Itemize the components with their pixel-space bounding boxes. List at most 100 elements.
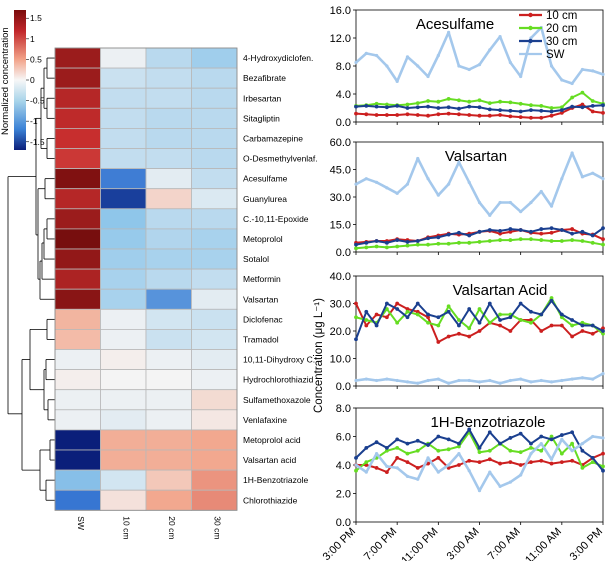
- heatmap-row-label: Venlafaxine: [243, 415, 287, 425]
- data-point: [539, 442, 543, 446]
- data-point: [446, 334, 451, 339]
- heatmap-cell: [100, 449, 147, 471]
- data-point: [601, 103, 605, 108]
- data-point: [570, 458, 575, 463]
- heatmap-cell: [100, 308, 147, 330]
- data-point: [549, 461, 554, 466]
- data-point: [457, 378, 461, 383]
- heatmap-row-label: Sitagliptin: [243, 113, 280, 123]
- legend-marker: [528, 38, 533, 44]
- data-point: [549, 296, 554, 300]
- heatmap-cell: [100, 389, 147, 411]
- data-point: [395, 191, 399, 195]
- data-point: [570, 318, 575, 322]
- data-point: [467, 67, 471, 72]
- heatmap-cell: [100, 107, 147, 129]
- heatmap-cell: [191, 87, 238, 109]
- heatmap-row-label: Valsartan: [243, 294, 279, 304]
- colorbar-tick-label: -0.5: [30, 96, 45, 106]
- data-point: [498, 229, 502, 233]
- y-tick-label: 4.0: [336, 460, 351, 472]
- data-point: [498, 484, 502, 488]
- heatmap-cell: [54, 107, 101, 129]
- data-point: [488, 213, 492, 217]
- heatmap-cell: [54, 288, 101, 310]
- data-point: [498, 312, 502, 317]
- heatmap-cell: [191, 288, 238, 310]
- data-point: [374, 440, 379, 445]
- data-point: [539, 231, 544, 236]
- legend-marker: [528, 12, 533, 18]
- panel-title: Acesulfame: [416, 16, 494, 33]
- data-point: [529, 237, 533, 242]
- data-point: [518, 318, 523, 322]
- data-point: [539, 238, 544, 242]
- x-tick-label: 3:00 PM: [321, 526, 358, 561]
- data-point: [426, 443, 430, 447]
- data-point: [374, 312, 379, 317]
- data-point: [508, 114, 513, 119]
- data-point: [601, 242, 605, 247]
- data-point: [549, 239, 554, 243]
- legend-label: 30 cm: [546, 36, 577, 48]
- data-point: [395, 301, 400, 306]
- y-tick-label: 30.0: [330, 299, 351, 311]
- data-point: [519, 210, 523, 214]
- data-point: [487, 430, 492, 435]
- heatmap-row-label: Irbesartan: [243, 93, 282, 103]
- y-tick-label: 45.0: [330, 165, 351, 177]
- heatmap-cell: [145, 349, 192, 371]
- data-point: [508, 460, 513, 465]
- panel-valsartan: 0.0 15.0 30.0 45.0 60.0 Valsartan: [330, 137, 605, 259]
- heatmap-cell: [145, 369, 192, 391]
- heatmap-cell: [145, 489, 192, 511]
- heatmap-cell: [145, 67, 192, 89]
- data-point: [426, 242, 430, 247]
- data-point: [364, 470, 368, 474]
- y-tick-label: 10.0: [330, 354, 351, 366]
- data-point: [374, 101, 379, 106]
- heatmap-cell: [191, 429, 238, 451]
- data-point: [529, 36, 533, 40]
- data-point: [436, 323, 441, 328]
- data-point: [570, 430, 575, 435]
- data-point: [580, 448, 585, 453]
- heatmap-cell: [100, 369, 147, 391]
- data-point: [487, 320, 492, 325]
- data-point: [447, 381, 451, 385]
- data-point: [374, 378, 379, 383]
- data-point: [508, 108, 513, 113]
- heatmap-cell: [54, 168, 101, 190]
- heatmap-cell: [100, 248, 147, 270]
- data-point: [549, 113, 554, 118]
- data-point: [560, 437, 564, 441]
- data-point: [498, 35, 502, 39]
- data-point: [426, 312, 430, 317]
- data-point: [384, 245, 389, 250]
- data-point: [457, 240, 461, 245]
- data-point: [446, 309, 451, 314]
- data-point: [539, 434, 544, 439]
- heatmap-row-label: 10,11-Dihydroxy C.: [243, 355, 315, 365]
- data-point: [508, 329, 513, 333]
- data-point: [487, 301, 492, 306]
- data-point: [539, 189, 543, 194]
- heatmap-row-label: Sulfamethoxazole: [243, 395, 311, 405]
- data-point: [436, 377, 440, 381]
- data-point: [374, 239, 379, 243]
- data-point: [457, 64, 461, 68]
- data-point: [487, 228, 492, 232]
- data-point: [549, 64, 554, 68]
- data-point: [416, 381, 420, 385]
- data-point: [395, 378, 399, 383]
- data-point: [529, 460, 533, 465]
- data-point: [405, 240, 410, 244]
- data-point: [570, 334, 575, 339]
- heatmap-cell: [100, 328, 147, 350]
- data-point: [477, 329, 482, 333]
- data-point: [559, 451, 564, 456]
- data-point: [415, 105, 420, 110]
- heatmap-cell: [191, 188, 238, 210]
- data-point: [354, 246, 358, 251]
- data-point: [518, 101, 523, 106]
